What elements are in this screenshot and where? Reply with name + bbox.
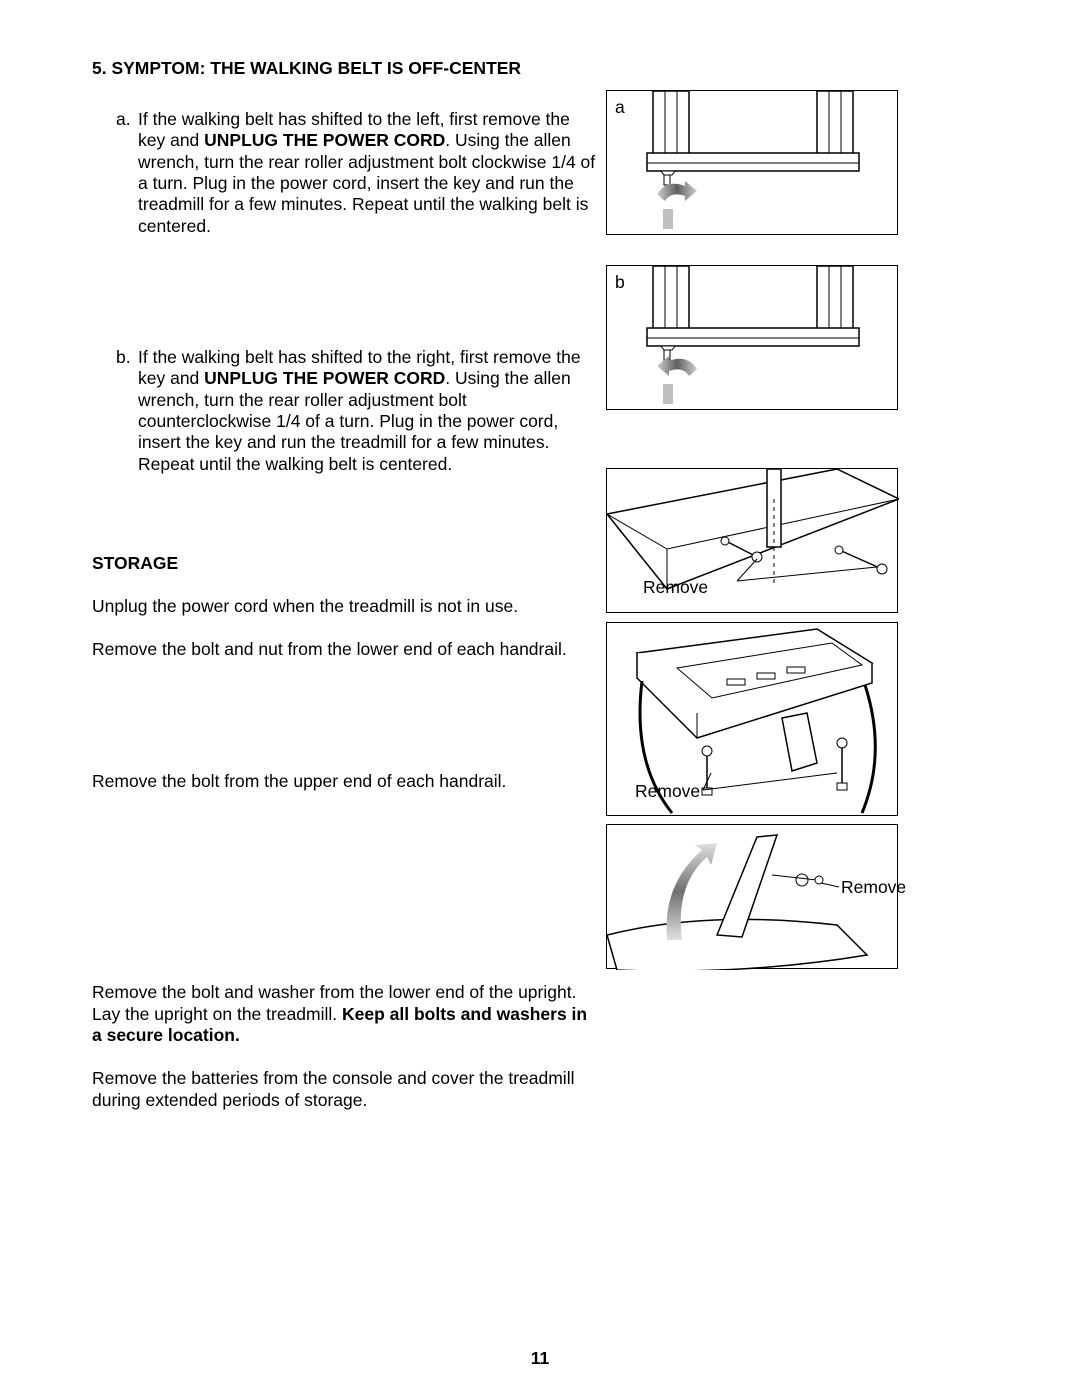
storage-p1: Unplug the power cord when the treadmill…	[92, 596, 592, 617]
figure-remove-lower-handrail: Remove	[606, 468, 898, 613]
item-5b-body: If the walking belt has shifted to the r…	[138, 347, 598, 475]
figure-b-svg	[607, 266, 899, 411]
item-5b-marker: b.	[116, 347, 138, 475]
figure-d-remove-label: Remove	[635, 781, 700, 802]
figure-b-label: b	[615, 272, 625, 293]
figure-e-remove-label: Remove	[841, 877, 906, 898]
figure-b: b	[606, 265, 898, 410]
storage-p2: Remove the bolt and nut from the lower e…	[92, 639, 592, 660]
section-5-heading: 5. SYMPTOM: THE WALKING BELT IS OFF-CENT…	[92, 58, 988, 79]
storage-p4: Remove the bolt and washer from the lowe…	[92, 982, 592, 1046]
storage-p3: Remove the bolt from the upper end of ea…	[92, 771, 592, 792]
storage-p5: Remove the batteries from the console an…	[92, 1068, 592, 1111]
figure-remove-upper-handrail: Remove	[606, 622, 898, 816]
page-number: 11	[0, 1348, 1080, 1369]
item-5b-bold: UNPLUG THE POWER CORD	[204, 368, 445, 388]
figure-c-remove-label: Remove	[643, 577, 708, 598]
figure-a-svg	[607, 91, 899, 236]
figure-remove-upright: Remove	[606, 824, 898, 969]
item-5a-bold: UNPLUG THE POWER CORD	[204, 130, 445, 150]
item-5a-marker: a.	[116, 109, 138, 237]
figure-a: a	[606, 90, 898, 235]
item-5a-body: If the walking belt has shifted to the l…	[138, 109, 598, 237]
figure-a-label: a	[615, 97, 625, 118]
